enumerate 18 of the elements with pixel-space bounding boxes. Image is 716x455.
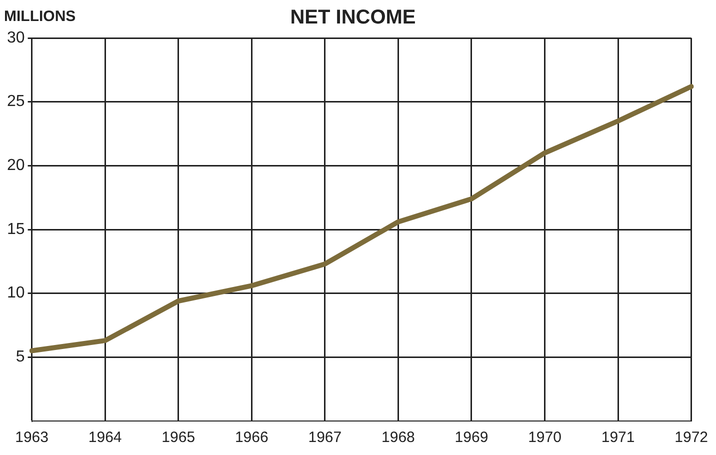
x-tick-label: 1970	[528, 429, 562, 446]
y-tick-label: 30	[7, 29, 25, 46]
y-tick-label: 20	[7, 157, 25, 174]
x-tick-label: 1965	[162, 429, 196, 446]
y-tick-label: 5	[16, 348, 25, 366]
x-tick-label: 1969	[454, 429, 488, 446]
y-tick-label: 15	[7, 220, 25, 238]
y-tick-label: 25	[7, 93, 25, 110]
x-tick-label: 1968	[382, 429, 415, 446]
x-tick-label: 1963	[15, 429, 48, 446]
x-tick-label: 1967	[308, 429, 342, 446]
y-tick-label: 10	[7, 284, 25, 302]
x-tick-label: 1971	[601, 429, 635, 446]
y-axis-title: MILLIONS	[4, 8, 76, 25]
x-tick-label: 1964	[88, 429, 122, 446]
x-tick-label: 1972	[674, 429, 708, 446]
x-tick-label: 1966	[234, 429, 268, 446]
chart-title: NET INCOME	[290, 6, 416, 29]
